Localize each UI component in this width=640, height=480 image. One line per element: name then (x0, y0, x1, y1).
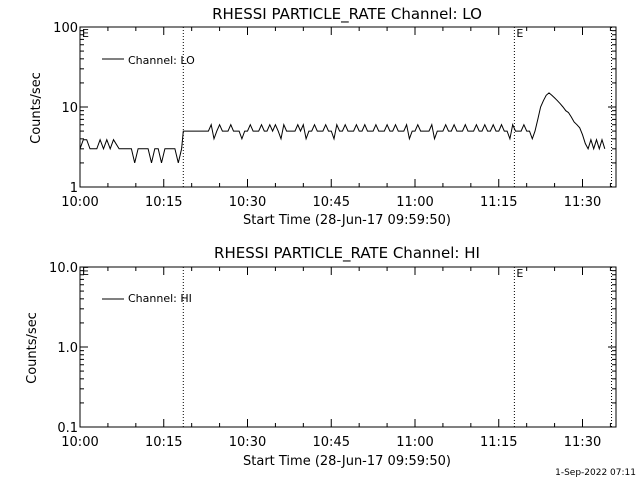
bottom-chart-y-tick-label: 0.1 (57, 421, 78, 436)
top-chart-xlabel: Start Time (28-Jun-17 09:59:50) (243, 213, 451, 228)
top-chart-left-edge-label: E (82, 27, 89, 40)
bottom-chart-y-tick-label: 1.0 (57, 341, 78, 356)
top-chart-y-tick-label: 1 (70, 181, 78, 196)
top-chart-legend-label: Channel: LO (128, 54, 195, 67)
top-chart-x-tick-label: 10:30 (229, 195, 266, 210)
date-stamp: 1-Sep-2022 07:11 (555, 468, 636, 478)
top-chart-y-tick-label: 100 (53, 21, 78, 36)
bottom-chart-x-tick-label: 10:15 (145, 435, 182, 450)
bottom-chart-legend-label: Channel: HI (128, 292, 192, 305)
top-chart-x-tick-label: 11:15 (480, 195, 517, 210)
top-chart-title: RHESSI PARTICLE_RATE Channel: LO (212, 5, 482, 24)
top-chart-x-tick-label: 11:00 (396, 195, 433, 210)
bottom-chart-x-tick-label: 11:00 (396, 435, 433, 450)
top-chart-frame (79, 26, 617, 188)
top-chart-series-line (79, 92, 606, 164)
top-chart-x-tick-label: 11:30 (564, 195, 601, 210)
bottom-chart-x-tick-label: 10:45 (313, 435, 350, 450)
bottom-chart-x-tick-label: 11:15 (480, 435, 517, 450)
top-chart-event-label: E (516, 27, 523, 40)
bottom-chart-left-edge-label: E (82, 265, 89, 278)
top-chart-y-tick-label: 10 (61, 101, 78, 116)
bottom-chart-x-tick-label: 10:30 (229, 435, 266, 450)
top-chart-x-tick-label: 10:00 (61, 195, 98, 210)
bottom-chart-event-label: E (516, 267, 523, 280)
bottom-chart-x-tick-label: 11:30 (564, 435, 601, 450)
bottom-chart-title: RHESSI PARTICLE_RATE Channel: HI (214, 244, 480, 263)
bottom-chart-x-tick-label: 10:00 (61, 435, 98, 450)
bottom-chart-ylabel: Counts/sec (25, 312, 40, 384)
bottom-chart-xlabel: Start Time (28-Jun-17 09:59:50) (243, 454, 451, 469)
top-chart-ylabel: Counts/sec (29, 72, 44, 144)
top-chart-x-tick-label: 10:45 (313, 195, 350, 210)
bottom-chart-y-tick-label: 10.0 (49, 261, 78, 276)
top-chart-x-tick-label: 10:15 (145, 195, 182, 210)
bottom-chart-frame (79, 266, 617, 428)
